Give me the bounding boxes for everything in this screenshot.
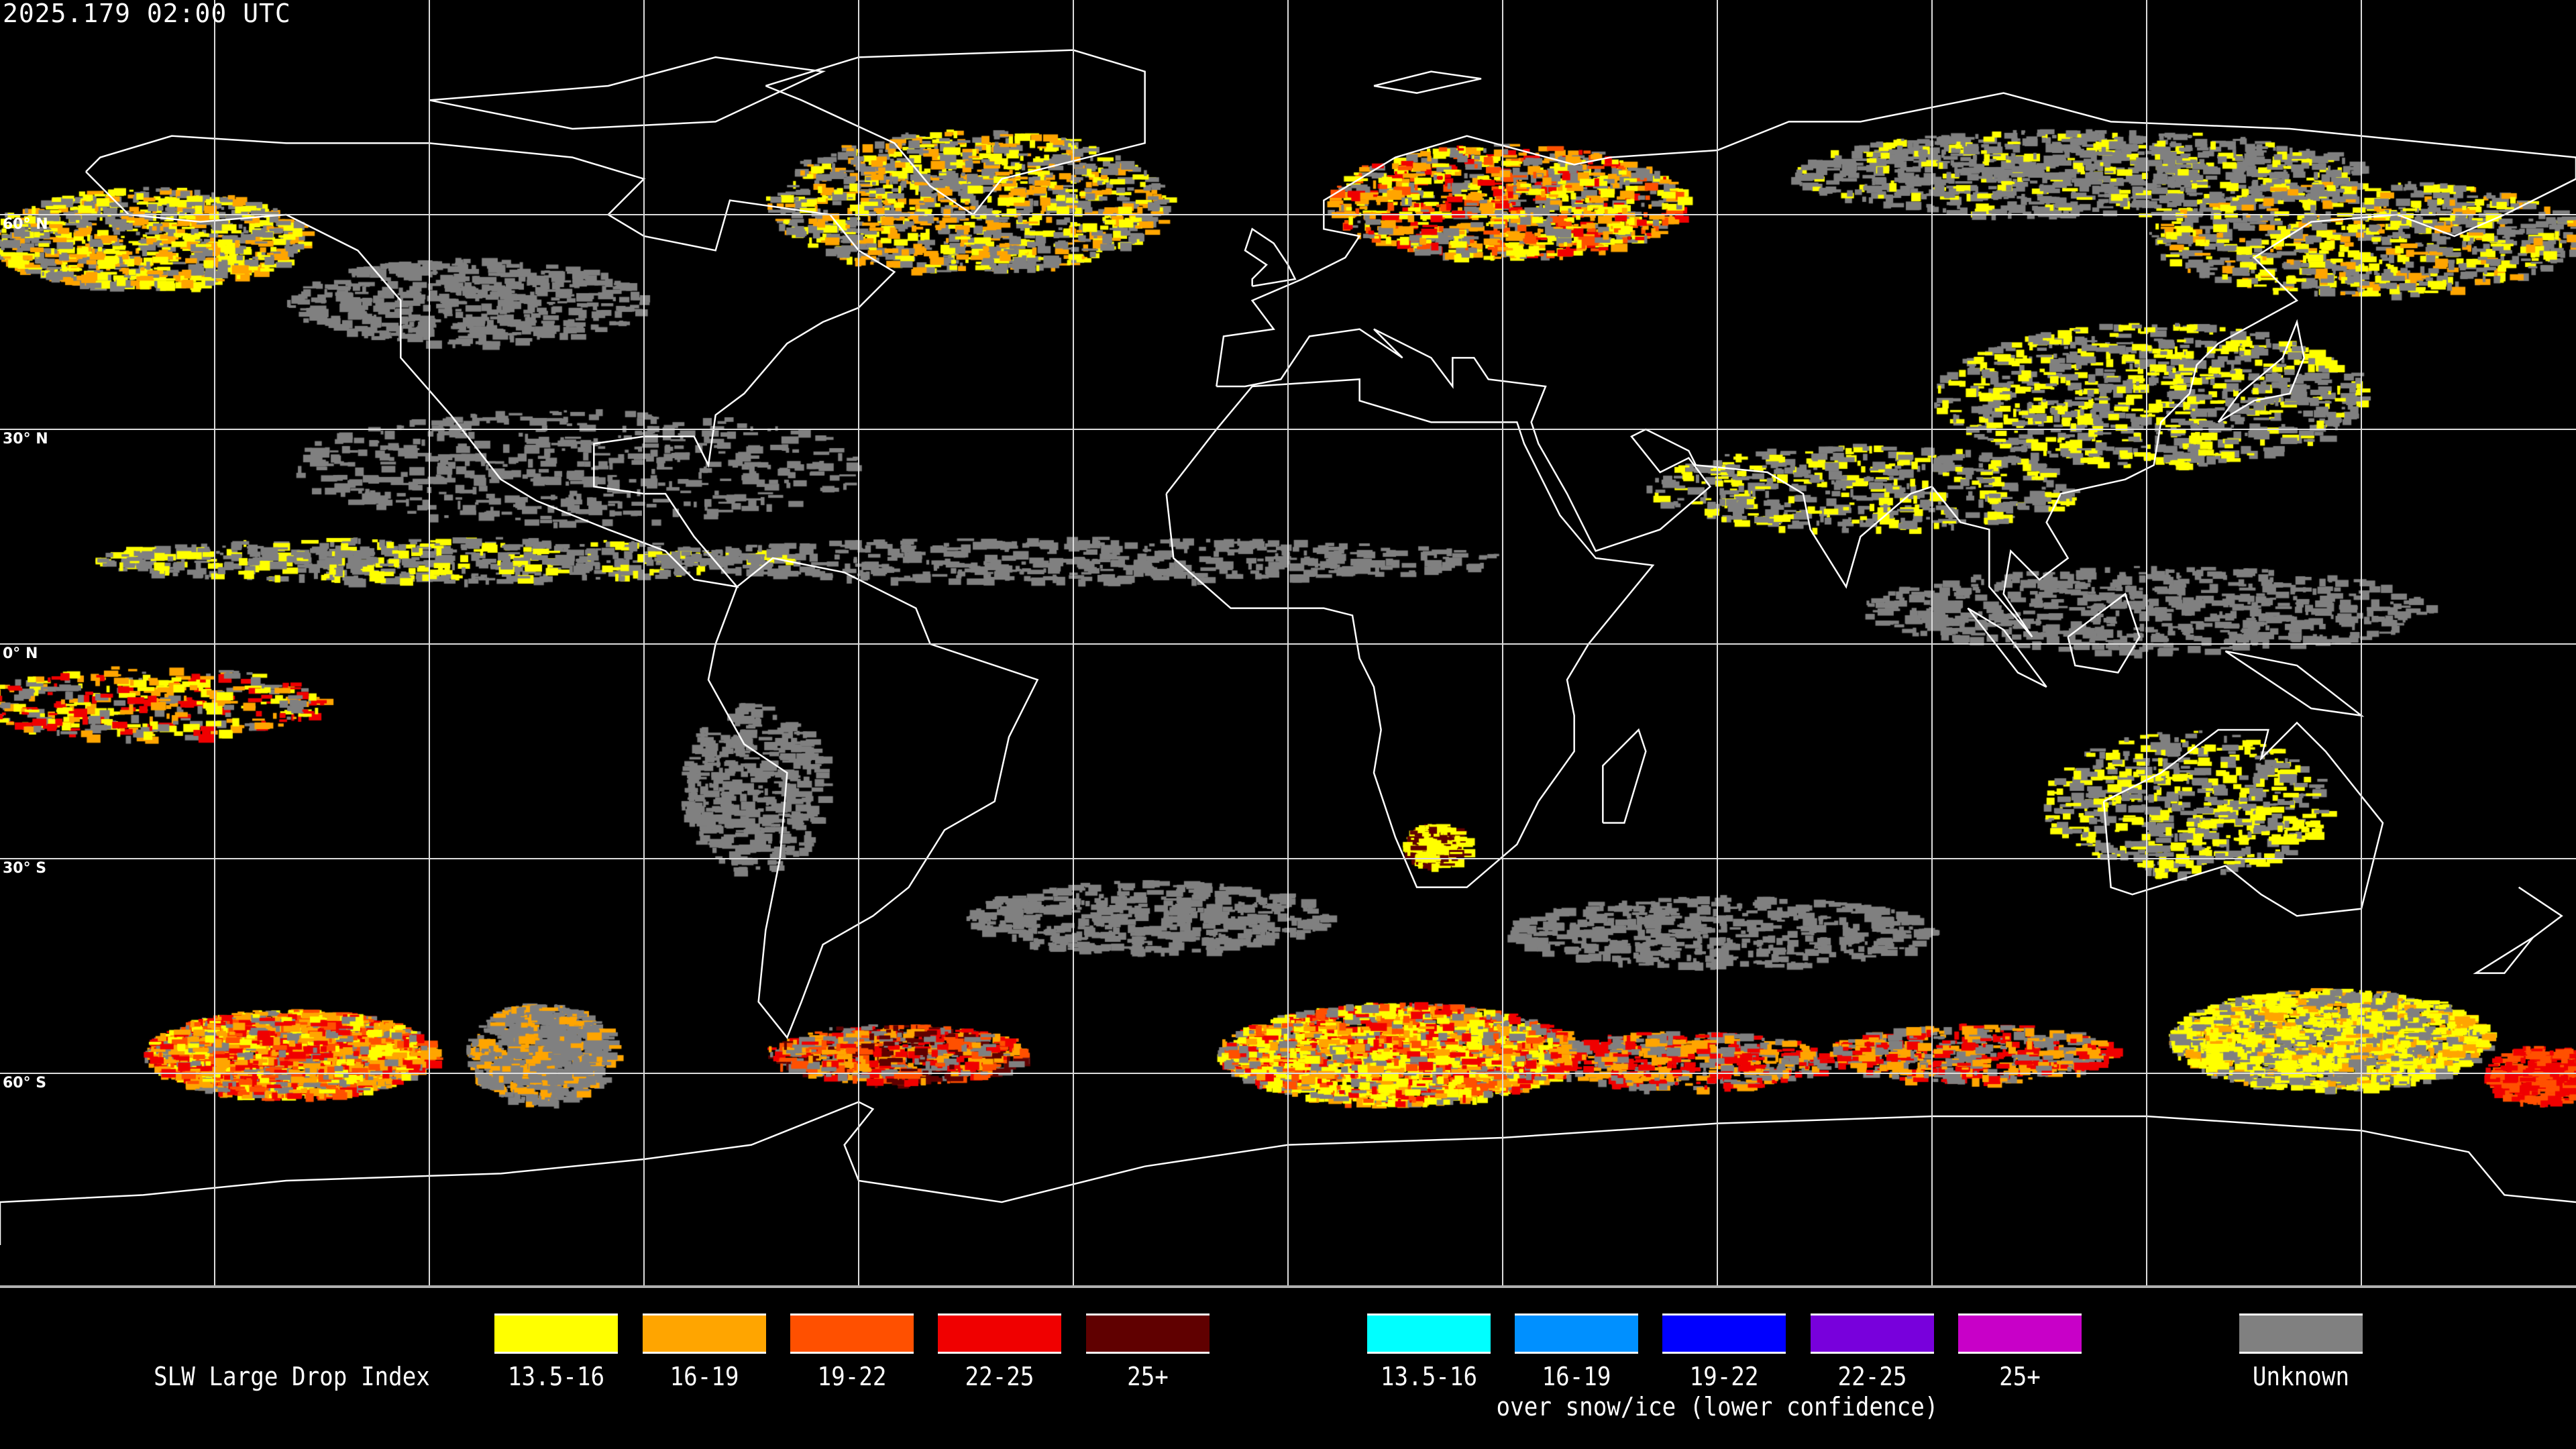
- legend-swatch-snow-4: [1811, 1313, 1934, 1354]
- coastline-sumatra: [1967, 607, 2047, 688]
- coastline-north-america: [85, 135, 896, 588]
- coastline-africa: [1165, 378, 1655, 888]
- coastline-south-america: [707, 557, 1039, 1040]
- legend-label-snow-5: 25+: [1999, 1362, 2041, 1391]
- legend-label-snow-1: 13.5-16: [1380, 1362, 1478, 1391]
- legend-label-snow-2: 16-19: [1542, 1362, 1611, 1391]
- legend-snow-ice-caption: over snow/ice (lower confidence): [1496, 1392, 1939, 1421]
- legend-label-main-4: 22-25: [965, 1362, 1034, 1391]
- lat-label-60n: 60° N: [3, 216, 48, 233]
- coastline-arctic-islands: [429, 56, 826, 130]
- timestamp-title: 2025.179 02:00 UTC: [3, 0, 291, 28]
- map-panel: 2025.179 02:00 UTC 60° N 30° N 0° N 30° …: [0, 0, 2576, 1285]
- coastline-svalbard: [1373, 70, 1482, 94]
- legend-swatch-snow-1: [1367, 1313, 1491, 1354]
- legend-label-main-5: 25+: [1127, 1362, 1169, 1391]
- legend-swatch-main-3: [790, 1313, 914, 1354]
- legend-swatch-main-5: [1086, 1313, 1210, 1354]
- coastline-japan: [2217, 319, 2305, 423]
- legend-label-main-3: 19-22: [817, 1362, 887, 1391]
- legend-label-snow-4: 22-25: [1837, 1362, 1907, 1391]
- graticule: [0, 0, 2576, 1285]
- coastline-new-zealand: [2473, 886, 2563, 974]
- lat-label-60s: 60° S: [3, 1075, 47, 1091]
- coastline-antarctica: [0, 1101, 2576, 1245]
- coastline-eurasia: [1216, 92, 2576, 638]
- coastline-borneo: [2067, 592, 2141, 674]
- legend-label-snow-3: 19-22: [1689, 1362, 1759, 1391]
- map-overlay: [0, 0, 2576, 1285]
- legend-title: SLW Large Drop Index: [154, 1362, 430, 1391]
- coastline-great-britain: [1244, 227, 1297, 287]
- legend-label-main-1: 13.5-16: [507, 1362, 605, 1391]
- legend-swatch-main-4: [938, 1313, 1061, 1354]
- legend-swatch-unknown: [2239, 1313, 2363, 1354]
- coastline-madagascar: [1602, 728, 1647, 824]
- map-border: [0, 1285, 2576, 1288]
- legend-swatch-main-2: [643, 1313, 766, 1354]
- legend-swatch-snow-3: [1662, 1313, 1786, 1354]
- legend-swatch-snow-5: [1958, 1313, 2082, 1354]
- lat-label-30s: 30° S: [3, 860, 47, 877]
- lat-label-0: 0° N: [3, 645, 38, 662]
- coastline-new-guinea: [2224, 650, 2365, 717]
- coastline-australia: [2102, 721, 2384, 917]
- legend-swatch-main-1: [494, 1313, 618, 1354]
- legend-swatch-snow-2: [1515, 1313, 1638, 1354]
- coastline-greenland: [765, 49, 1146, 216]
- lat-label-30n: 30° N: [3, 431, 48, 447]
- legend-label-unknown: Unknown: [2252, 1362, 2350, 1391]
- legend-label-main-2: 16-19: [669, 1362, 739, 1391]
